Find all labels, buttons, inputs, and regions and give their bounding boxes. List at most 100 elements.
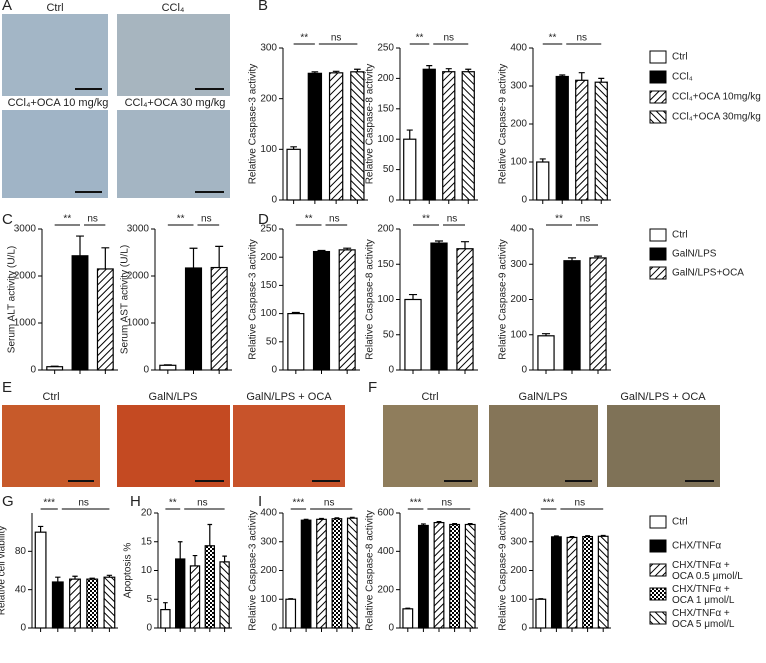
y-tick-label: 100	[510, 594, 527, 605]
error-bar	[311, 71, 319, 74]
significance-label: ns	[87, 214, 98, 225]
y-tick-label: 50	[266, 336, 278, 347]
error-bar	[37, 525, 44, 533]
error-bar	[541, 333, 551, 336]
y-tick-label: 20	[141, 508, 153, 519]
error-bar	[354, 68, 361, 72]
bar	[307, 72, 323, 201]
image	[233, 405, 345, 487]
error-bar	[332, 70, 340, 73]
y-tick-label: 200	[377, 584, 394, 595]
y-tick-label: 0	[521, 365, 527, 376]
y-axis-label: Relative Caspase-9 activity	[498, 64, 509, 185]
error-bar	[600, 534, 606, 537]
panel-label: G	[2, 493, 14, 510]
legend-swatch	[649, 247, 667, 261]
bar	[71, 255, 89, 371]
y-tick-label: 300	[510, 81, 527, 92]
bar	[285, 598, 297, 629]
bar	[402, 608, 414, 629]
y-tick-label: 400	[260, 508, 277, 519]
bar	[433, 521, 445, 629]
legend-line: CHX/TNFα +	[672, 608, 730, 619]
y-axis-label: Relative Caspase-3 activity	[248, 64, 259, 185]
bar	[287, 313, 305, 371]
bar	[417, 524, 429, 629]
error-bar	[405, 607, 411, 609]
error-bar	[291, 311, 300, 314]
bar	[300, 519, 312, 629]
micrographs: Ctrl CCl₄ CCl₄+OCA 10 mg/kg CCl₄+OCA 30 …	[2, 2, 720, 487]
error-bar	[593, 255, 603, 258]
error-bar	[288, 598, 294, 600]
image	[489, 405, 598, 487]
significance-label: ns	[443, 33, 454, 44]
error-bar	[303, 518, 309, 521]
bar	[219, 561, 230, 629]
legend-label: CCl₄+OCA 10mg/kg	[672, 92, 761, 103]
y-tick-label: 0	[271, 195, 277, 206]
y-axis-label: Serum AST activity (U/L)	[120, 245, 131, 354]
image-label: Ctrl	[46, 2, 63, 14]
significance-label: ns	[442, 498, 453, 509]
legend-label: CHX/TNFα	[672, 541, 721, 552]
bar	[461, 71, 475, 201]
y-tick-label: 0	[388, 195, 394, 206]
image-label: CCl₄+OCA 10 mg/kg	[8, 97, 109, 109]
significance-label: ns	[329, 214, 340, 225]
error-bar	[426, 65, 433, 70]
y-tick-label: 0	[271, 365, 277, 376]
bar	[404, 298, 422, 371]
y-tick-label: 300	[510, 536, 527, 547]
legend-swatch	[649, 50, 667, 64]
image	[117, 110, 230, 198]
bar	[566, 536, 578, 629]
error-bar	[553, 535, 559, 537]
error-bar	[222, 555, 227, 562]
error-bar	[89, 577, 95, 580]
image	[117, 405, 230, 487]
y-tick-label: 200	[260, 565, 277, 576]
error-bar	[559, 74, 566, 77]
bar	[464, 523, 476, 629]
significance-label: ***	[293, 498, 305, 509]
significance-label: ns	[201, 214, 212, 225]
y-tick-label: 100	[377, 134, 394, 145]
error-bar	[76, 235, 84, 256]
significance-label: ***	[543, 498, 555, 509]
error-bar	[72, 575, 78, 580]
bar	[597, 535, 609, 629]
bar	[535, 598, 547, 629]
image	[2, 405, 100, 487]
legend-swatch	[649, 515, 667, 529]
y-axis-label: Relative Caspase-9 activity	[498, 510, 509, 631]
panel-label: A	[2, 0, 12, 14]
bar	[312, 250, 331, 371]
y-tick-label: 0	[521, 195, 527, 206]
bar	[51, 581, 64, 629]
y-tick-label: 200	[260, 93, 277, 104]
y-axis-label: Relative Caspase-8 activity	[365, 239, 376, 360]
bar	[46, 366, 64, 371]
y-tick-label: 50	[383, 329, 395, 340]
error-bar	[436, 521, 442, 523]
bar	[350, 71, 365, 201]
y-tick-label: 100	[510, 329, 527, 340]
y-tick-label: 400	[510, 508, 527, 519]
error-bar	[290, 146, 297, 150]
significance-label: ns	[576, 33, 587, 44]
y-tick-label: 40	[15, 584, 27, 595]
error-bar	[538, 598, 544, 600]
image-label: Ctrl	[421, 391, 438, 403]
significance-label: **	[177, 214, 185, 225]
significance-label: ***	[410, 498, 422, 509]
image-label: GalN/LPS	[149, 391, 198, 403]
legend-line: CHX/TNFα +	[672, 584, 730, 595]
error-bar	[317, 249, 326, 252]
bar	[582, 535, 594, 629]
bar	[442, 71, 456, 201]
